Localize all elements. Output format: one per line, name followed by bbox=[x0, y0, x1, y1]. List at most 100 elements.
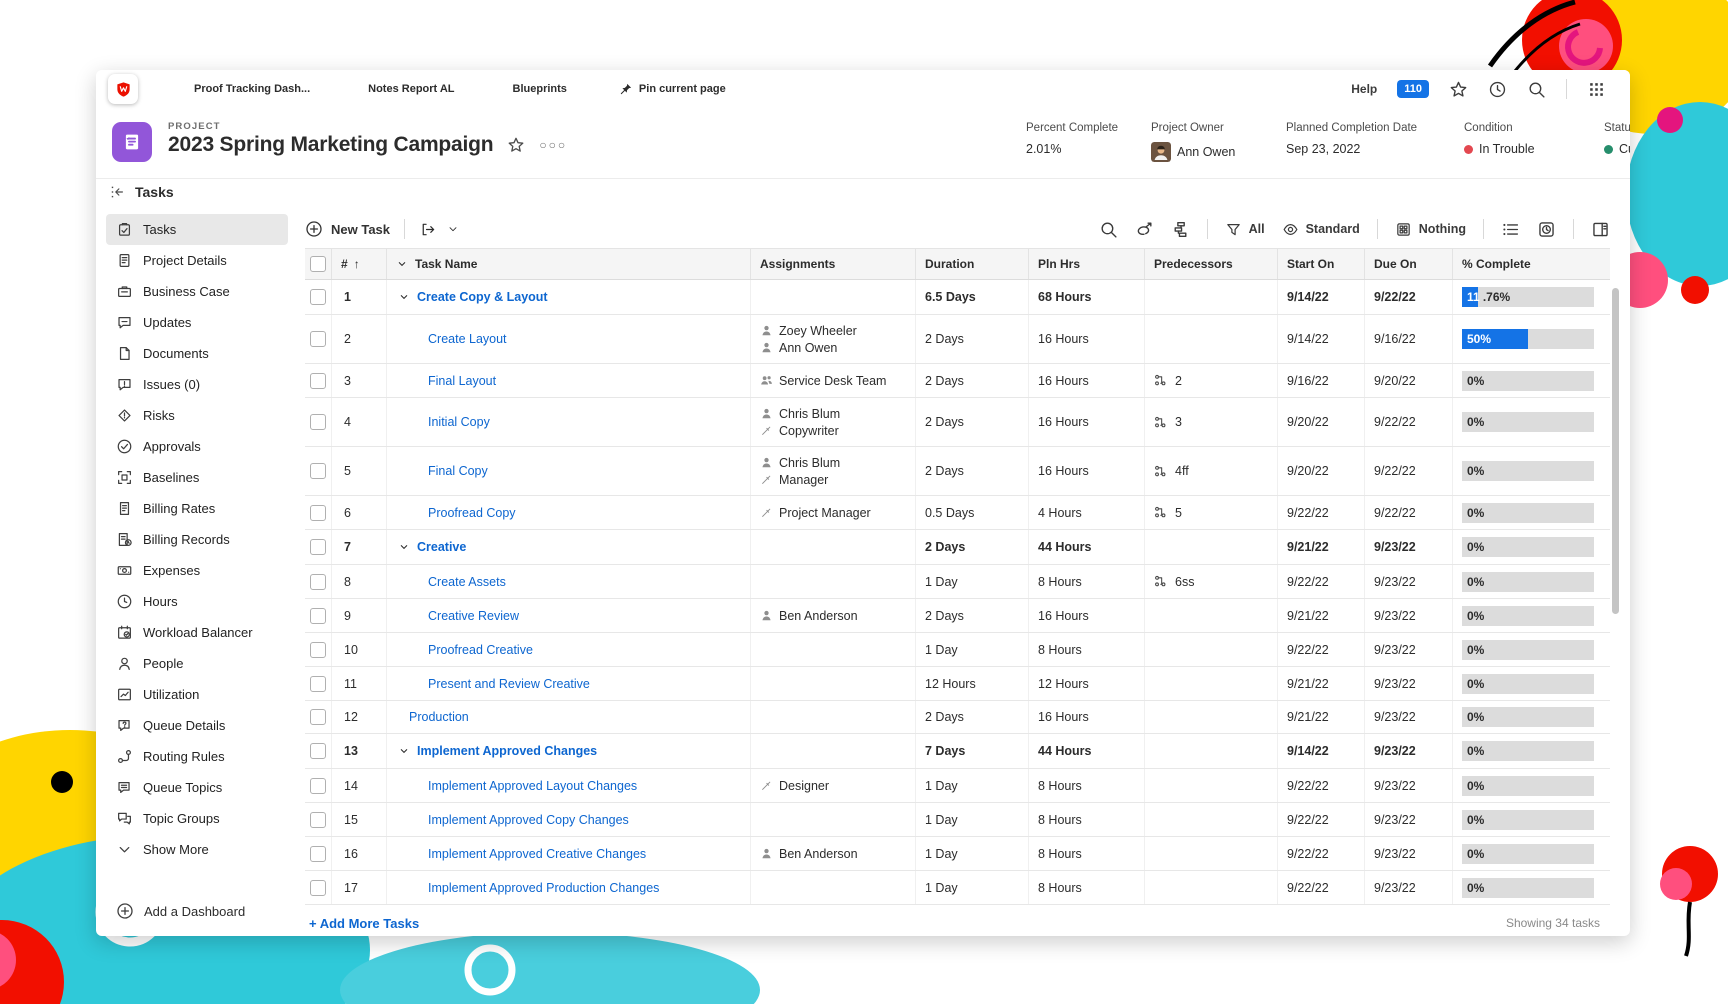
planned-hours-cell[interactable]: 44 Hours bbox=[1029, 530, 1145, 564]
start-on-cell[interactable]: 9/14/22 bbox=[1278, 315, 1365, 363]
task-name-link[interactable]: Create Assets bbox=[428, 575, 506, 589]
new-task-button[interactable]: New Task bbox=[305, 220, 390, 238]
predecessor-cell[interactable]: 5 bbox=[1145, 496, 1278, 529]
assignments-cell[interactable]: Ben Anderson bbox=[751, 837, 916, 870]
planned-hours-cell[interactable]: 16 Hours bbox=[1029, 599, 1145, 632]
start-on-cell[interactable]: 9/22/22 bbox=[1278, 769, 1365, 802]
sidebar-item-utilization[interactable]: Utilization bbox=[106, 679, 288, 710]
due-on-cell[interactable]: 9/23/22 bbox=[1365, 769, 1453, 802]
sidebar-item-business-case[interactable]: Business Case bbox=[106, 276, 288, 307]
duration-cell[interactable]: 2 Days bbox=[916, 315, 1029, 363]
sidebar-item-queue-topics[interactable]: Queue Topics bbox=[106, 772, 288, 803]
task-name-link[interactable]: Implement Approved Copy Changes bbox=[428, 813, 629, 827]
duration-cell[interactable]: 1 Day bbox=[916, 871, 1029, 904]
percent-complete-bar[interactable]: 0% bbox=[1462, 741, 1594, 761]
task-name-link[interactable]: Implement Approved Layout Changes bbox=[428, 779, 637, 793]
recent-history-icon[interactable] bbox=[1488, 80, 1507, 99]
planned-hours-cell[interactable]: 16 Hours bbox=[1029, 315, 1145, 363]
percent-complete-bar[interactable]: 0% bbox=[1462, 572, 1594, 592]
column-header-assignments[interactable]: Assignments bbox=[751, 249, 916, 279]
row-checkbox[interactable] bbox=[310, 743, 326, 759]
sidebar-item-documents[interactable]: Documents bbox=[106, 338, 288, 369]
percent-complete-bar[interactable]: 0% bbox=[1462, 537, 1594, 557]
add-dashboard-button[interactable]: Add a Dashboard bbox=[116, 902, 245, 920]
predecessor-cell[interactable] bbox=[1145, 803, 1278, 836]
add-more-tasks-button[interactable]: + Add More Tasks bbox=[305, 916, 419, 931]
percent-complete-bar[interactable]: 0% bbox=[1462, 810, 1594, 830]
assignments-cell[interactable] bbox=[751, 633, 916, 666]
column-header-task-name[interactable]: Task Name bbox=[387, 249, 751, 279]
sidebar-item-issues-0[interactable]: Issues (0) bbox=[106, 369, 288, 400]
column-header-predecessors[interactable]: Predecessors bbox=[1145, 249, 1278, 279]
percent-complete-bar[interactable]: 50% bbox=[1462, 329, 1594, 349]
start-on-cell[interactable]: 9/21/22 bbox=[1278, 599, 1365, 632]
predecessor-cell[interactable] bbox=[1145, 769, 1278, 802]
sidebar-item-updates[interactable]: Updates bbox=[106, 307, 288, 338]
assignments-cell[interactable]: Project Manager bbox=[751, 496, 916, 529]
column-header-duration[interactable]: Duration bbox=[916, 249, 1029, 279]
row-checkbox[interactable] bbox=[310, 373, 326, 389]
assignments-cell[interactable] bbox=[751, 667, 916, 700]
duration-cell[interactable]: 1 Day bbox=[916, 837, 1029, 870]
planned-hours-cell[interactable]: 16 Hours bbox=[1029, 701, 1145, 733]
planned-hours-cell[interactable]: 12 Hours bbox=[1029, 667, 1145, 700]
start-on-cell[interactable]: 9/16/22 bbox=[1278, 364, 1365, 397]
collapse-all-chevron-icon[interactable] bbox=[396, 258, 408, 270]
predecessor-cell[interactable] bbox=[1145, 315, 1278, 363]
percent-complete-bar[interactable]: 11.76% bbox=[1462, 287, 1594, 307]
start-on-cell[interactable]: 9/21/22 bbox=[1278, 667, 1365, 700]
assignments-cell[interactable] bbox=[751, 871, 916, 904]
pin-current-page-button[interactable]: Pin current page bbox=[619, 82, 726, 96]
start-on-cell[interactable]: 9/22/22 bbox=[1278, 496, 1365, 529]
percent-complete-bar[interactable]: 0% bbox=[1462, 674, 1594, 694]
predecessor-cell[interactable] bbox=[1145, 871, 1278, 904]
due-on-cell[interactable]: 9/23/22 bbox=[1365, 734, 1453, 768]
due-on-cell[interactable]: 9/23/22 bbox=[1365, 565, 1453, 598]
row-checkbox[interactable] bbox=[310, 880, 326, 896]
sidebar-item-workload-balancer[interactable]: Workload Balancer bbox=[106, 617, 288, 648]
app-switcher-grid-icon[interactable] bbox=[1587, 80, 1606, 99]
collapse-group-chevron-icon[interactable] bbox=[398, 291, 410, 303]
due-on-cell[interactable]: 9/23/22 bbox=[1365, 701, 1453, 733]
row-checkbox[interactable] bbox=[310, 331, 326, 347]
duration-cell[interactable]: 2 Days bbox=[916, 701, 1029, 733]
percent-complete-bar[interactable]: 0% bbox=[1462, 844, 1594, 864]
due-on-cell[interactable]: 9/22/22 bbox=[1365, 496, 1453, 529]
row-checkbox[interactable] bbox=[310, 539, 326, 555]
percent-complete-bar[interactable]: 0% bbox=[1462, 371, 1594, 391]
percent-complete-bar[interactable]: 0% bbox=[1462, 412, 1594, 432]
start-on-cell[interactable]: 9/21/22 bbox=[1278, 701, 1365, 733]
sidebar-item-hours[interactable]: Hours bbox=[106, 586, 288, 617]
vertical-scrollbar-thumb[interactable] bbox=[1612, 288, 1619, 614]
assignments-cell[interactable]: Chris BlumManager bbox=[751, 447, 916, 495]
start-on-cell[interactable]: 9/14/22 bbox=[1278, 734, 1365, 768]
gantt-diagram-icon[interactable] bbox=[1171, 220, 1190, 239]
assignments-cell[interactable]: Service Desk Team bbox=[751, 364, 916, 397]
nav-link-2[interactable]: Notes Report AL bbox=[368, 83, 454, 95]
predecessor-cell[interactable]: 2 bbox=[1145, 364, 1278, 397]
notification-badge[interactable]: 110 bbox=[1397, 80, 1429, 98]
assignments-cell[interactable]: Ben Anderson bbox=[751, 599, 916, 632]
due-on-cell[interactable]: 9/23/22 bbox=[1365, 803, 1453, 836]
task-name-link[interactable]: Final Copy bbox=[428, 464, 488, 478]
row-checkbox[interactable] bbox=[310, 812, 326, 828]
predecessor-cell[interactable] bbox=[1145, 530, 1278, 564]
duration-cell[interactable]: 2 Days bbox=[916, 599, 1029, 632]
column-header-checkbox[interactable] bbox=[305, 249, 332, 279]
sidebar-item-billing-records[interactable]: Billing Records bbox=[106, 524, 288, 555]
percent-complete-bar[interactable]: 0% bbox=[1462, 776, 1594, 796]
view-button[interactable]: Standard bbox=[1282, 221, 1360, 238]
task-name-link[interactable]: Proofread Creative bbox=[428, 643, 533, 657]
sidebar-item-approvals[interactable]: Approvals bbox=[106, 431, 288, 462]
due-on-cell[interactable]: 9/23/22 bbox=[1365, 837, 1453, 870]
assignments-cell[interactable] bbox=[751, 280, 916, 314]
row-checkbox[interactable] bbox=[310, 642, 326, 658]
row-checkbox[interactable] bbox=[310, 289, 326, 305]
start-on-cell[interactable]: 9/22/22 bbox=[1278, 871, 1365, 904]
duration-cell[interactable]: 1 Day bbox=[916, 803, 1029, 836]
nav-link-3[interactable]: Blueprints bbox=[513, 83, 567, 95]
assignments-cell[interactable] bbox=[751, 734, 916, 768]
list-view-icon[interactable] bbox=[1501, 220, 1520, 239]
duration-cell[interactable]: 2 Days bbox=[916, 398, 1029, 446]
predecessor-cell[interactable] bbox=[1145, 280, 1278, 314]
